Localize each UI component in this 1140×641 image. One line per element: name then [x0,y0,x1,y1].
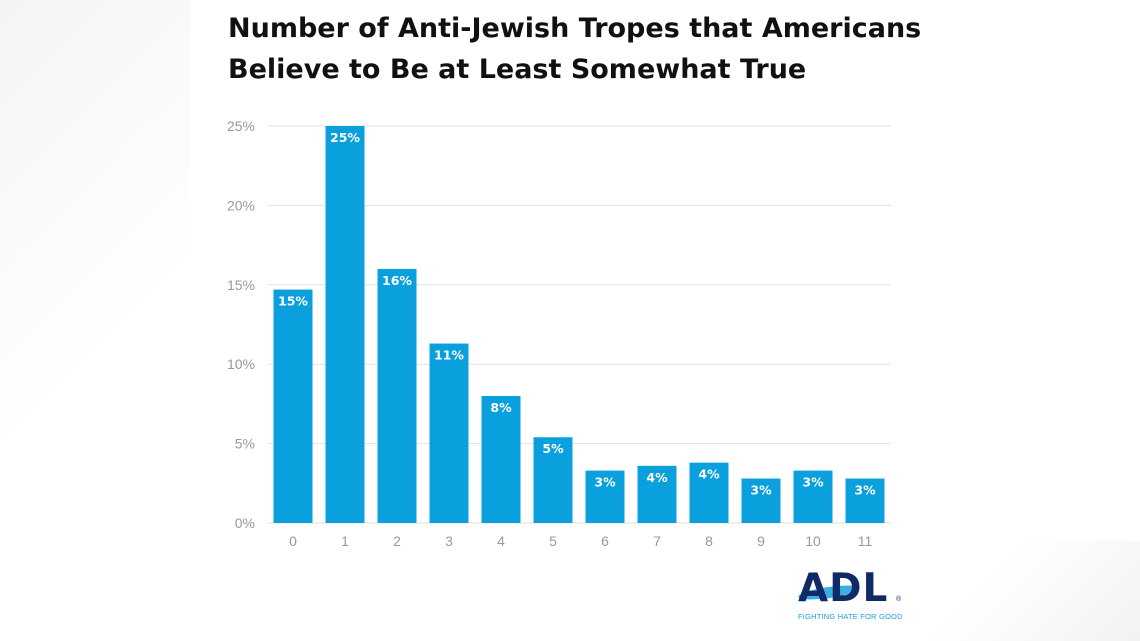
x-tick-label: 4 [497,533,505,549]
x-tick-label: 0 [289,533,297,549]
data-label: 4% [646,470,668,485]
background-shape-left [0,0,190,641]
x-tick-label: 5 [549,533,557,549]
bar [273,289,313,523]
bar [689,462,729,523]
x-tick-label: 10 [805,533,821,549]
y-tick-label: 20% [227,197,255,213]
bar [533,437,573,523]
x-tick-label: 7 [653,533,661,549]
bar [325,126,365,523]
y-tick-label: 10% [227,356,255,372]
data-label: 3% [854,483,876,498]
y-tick-label: 5% [235,436,255,452]
bar [429,343,469,523]
x-tick-label: 8 [705,533,713,549]
data-label: 5% [542,441,564,456]
bar [637,465,677,523]
x-tick-label: 3 [445,533,453,549]
bar [377,268,417,523]
data-label: 16% [382,273,412,288]
x-tick-label: 2 [393,533,401,549]
chart-title-line-2: Believe to Be at Least Somewhat True [228,54,807,85]
y-tick-label: 15% [227,277,255,293]
chart-title: Number of Anti-Jewish Tropes that Americ… [228,8,928,90]
data-label: 3% [802,475,824,490]
bar [585,470,625,523]
data-label: 25% [330,130,360,145]
logo-registered-mark: ® [896,596,902,603]
bar [845,478,885,523]
chart-title-line-1: Number of Anti-Jewish Tropes that Americ… [228,13,922,44]
background-shape-right [930,541,1140,641]
adl-logo: ADL ® FIGHTING HATE FOR GOOD [797,566,908,627]
y-tick-label: 0% [235,515,255,531]
data-label: 11% [434,348,464,363]
bar [741,478,781,523]
bar [481,395,521,523]
logo-wordmark: ADL [798,566,889,611]
x-tick-label: 6 [601,533,609,549]
data-label: 15% [278,294,308,309]
x-tick-label: 11 [858,533,873,549]
data-label: 3% [594,475,616,490]
data-label: 3% [750,483,772,498]
data-label: 4% [698,467,720,482]
y-tick-label: 25% [227,118,255,134]
x-tick-label: 1 [341,533,349,549]
x-tick-label: 9 [757,533,765,549]
bar [793,470,833,523]
data-label: 8% [490,400,512,415]
logo-tagline: FIGHTING HATE FOR GOOD [798,612,903,621]
